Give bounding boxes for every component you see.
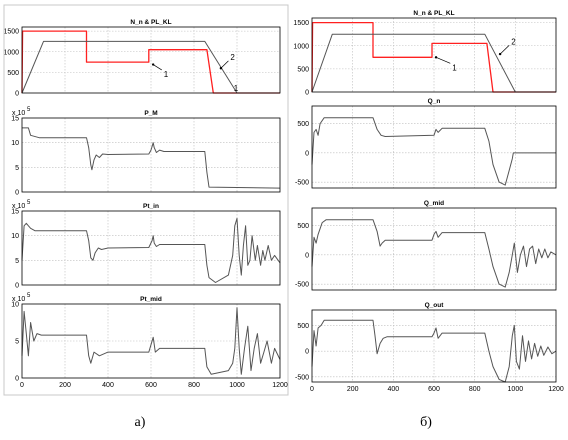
y-tick-label: 5 xyxy=(15,165,19,172)
plot-frame xyxy=(311,105,557,189)
annotation-label: 1 xyxy=(234,84,239,93)
y-tick-label: 5 xyxy=(15,258,19,265)
y-tick-label: 0 xyxy=(305,252,309,259)
annotation-arrowhead xyxy=(434,56,438,59)
y-tick-label: 5 xyxy=(15,339,19,346)
series-line-1 xyxy=(311,219,557,288)
y-tick-label: 1000 xyxy=(293,43,309,50)
plot-area xyxy=(312,106,556,188)
y-exponent-power: 5 xyxy=(27,293,31,299)
y-tick-label: 1500 xyxy=(3,29,19,36)
plot-frame xyxy=(21,26,281,94)
y-tick-label: 0 xyxy=(305,90,309,97)
y-tick-label: -500 xyxy=(295,282,309,289)
y-tick-label: 500 xyxy=(297,223,309,230)
y-tick-label: 1500 xyxy=(293,20,309,27)
y-tick-label: 0 xyxy=(15,283,19,290)
chart-title: Q_out xyxy=(425,302,445,309)
annotation-arrow xyxy=(499,45,510,55)
x-tick-label: 1200 xyxy=(272,382,288,389)
x-tick-label: 800 xyxy=(469,386,481,393)
annotation-arrow xyxy=(152,64,162,71)
y-tick-label: 500 xyxy=(7,70,19,77)
series-line-1 xyxy=(21,307,281,375)
y-exponent-label: x 10 xyxy=(12,296,25,303)
y-tick-label: 500 xyxy=(297,121,309,128)
plot-frame xyxy=(21,303,281,379)
plot-frame xyxy=(21,210,281,286)
y-tick-label: 500 xyxy=(297,66,309,73)
annotation-arrow xyxy=(220,60,229,69)
y-tick-label: 500 xyxy=(297,323,309,330)
y-tick-label: -500 xyxy=(295,374,309,381)
y-exponent-label: x 10 xyxy=(12,203,25,210)
chart-5: N_n & PL_KL 0 500 1000 1500 1 2 xyxy=(293,10,557,97)
annotation-label: 2 xyxy=(230,53,235,62)
x-tick-label: 1000 xyxy=(508,386,524,393)
chart-title: N_n & PL_KL xyxy=(130,19,171,26)
series-line-1 xyxy=(22,127,281,189)
x-tick-label: 200 xyxy=(347,386,359,393)
plot-frame xyxy=(311,17,557,93)
y-tick-label: 0 xyxy=(15,190,19,197)
y-tick-label: 0 xyxy=(15,91,19,98)
annotation-label: 1 xyxy=(452,63,457,72)
x-tick-label: 600 xyxy=(428,386,440,393)
x-tick-label: 0 xyxy=(20,382,24,389)
series-line-1 xyxy=(21,30,280,94)
y-exponent-power: 5 xyxy=(27,107,31,113)
series-line-1 xyxy=(21,217,281,283)
x-tick-label: 1200 xyxy=(548,386,564,393)
chart-title: Pt_in xyxy=(143,203,159,210)
chart-title: P_M xyxy=(144,110,157,117)
chart-7: Q_mid -500 0 500 xyxy=(295,200,557,291)
x-tick-label: 400 xyxy=(387,386,399,393)
caption-b: б) xyxy=(420,415,432,430)
chart-title: Q_n xyxy=(428,98,441,105)
plot-frame xyxy=(311,207,557,291)
annotation-arrowhead xyxy=(219,67,223,70)
plot-frame xyxy=(311,309,557,383)
y-exponent-label: x 10 xyxy=(12,110,25,117)
y-tick-label: 10 xyxy=(11,140,19,147)
y-tick-label: 1000 xyxy=(3,49,19,56)
y-tick-label: 0 xyxy=(305,150,309,157)
chart-title: Q_mid xyxy=(424,200,444,207)
x-tick-label: 0 xyxy=(310,386,314,393)
annotation-arrowhead xyxy=(151,63,155,66)
y-tick-label: 10 xyxy=(11,302,19,309)
panel-a-border xyxy=(3,4,289,396)
y-tick-label: 15 xyxy=(11,209,19,216)
chart-title: N_n & PL_KL xyxy=(413,10,454,17)
series-line-1 xyxy=(311,21,556,93)
x-tick-label: 800 xyxy=(188,382,200,389)
chart-6: Q_n -500 0 500 xyxy=(295,98,557,189)
chart-1: N_n & PL_KL 0 500 1000 1500 1 2 1 xyxy=(3,19,281,98)
y-tick-label: 0 xyxy=(15,376,19,383)
caption-a: а) xyxy=(135,415,146,430)
series-line-1 xyxy=(311,117,556,186)
y-exponent-power: 5 xyxy=(27,200,31,206)
chart-title: Pt_mid xyxy=(140,296,162,303)
annotation-label: 2 xyxy=(511,37,516,46)
y-tick-label: 0 xyxy=(305,349,309,356)
x-tick-label: 1000 xyxy=(229,382,245,389)
y-tick-label: 15 xyxy=(11,116,19,123)
annotation-arrowhead xyxy=(498,52,502,56)
y-tick-label: -500 xyxy=(295,180,309,187)
y-tick-label: 10 xyxy=(11,233,19,240)
series-line-1 xyxy=(311,319,557,383)
x-tick-label: 400 xyxy=(102,382,114,389)
annotation-label: 1 xyxy=(164,70,169,79)
x-tick-label: 600 xyxy=(145,382,157,389)
plot-frame xyxy=(21,117,281,193)
annotation-arrow xyxy=(435,56,451,64)
x-tick-label: 200 xyxy=(59,382,71,389)
